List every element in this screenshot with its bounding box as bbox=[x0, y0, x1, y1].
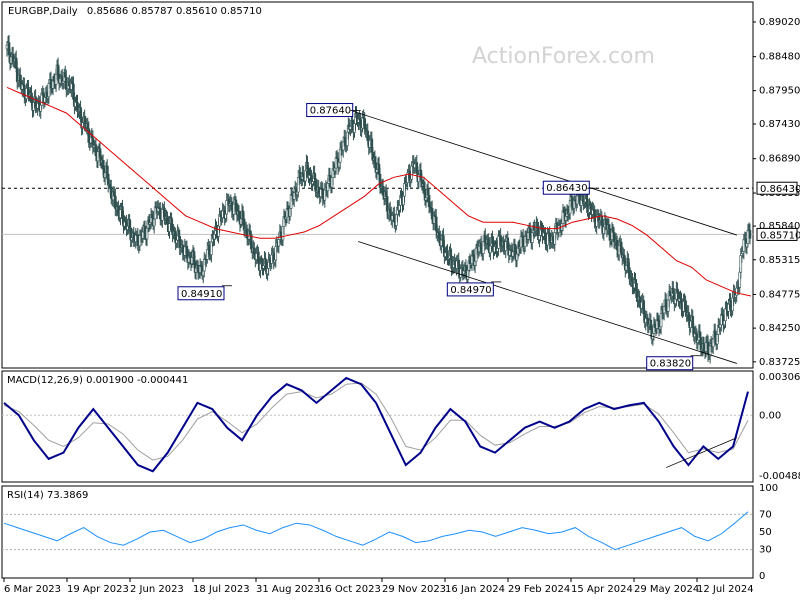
moving-average-line bbox=[6, 86, 752, 297]
resistance-tag-box bbox=[756, 181, 798, 195]
annotation-label: 0.84970 bbox=[450, 285, 491, 296]
annotation-label: 0.83820 bbox=[650, 359, 691, 370]
date-tick-label: 29 Feb 2024 bbox=[508, 584, 570, 595]
channel-upper-line bbox=[350, 110, 737, 236]
macd-group: 0.003066 0.00 -0.004888 bbox=[2, 372, 800, 482]
date-tick-label: 12 Jul 2024 bbox=[697, 584, 754, 595]
macd-title: MACD(12,26,9) 0.001900 -0.000441 bbox=[7, 375, 188, 386]
current-price-tag: 0.85710 bbox=[760, 230, 800, 241]
chart-title: EURGBP,Daily 0.85686 0.85787 0.85610 0.8… bbox=[8, 6, 262, 17]
date-tick-label: 18 Jul 2023 bbox=[193, 584, 250, 595]
price-tick-label: 0.85315 bbox=[759, 255, 800, 266]
date-tick-label: 16 Oct 2023 bbox=[319, 584, 381, 595]
moving-average-group bbox=[6, 86, 752, 297]
date-axis: 6 Mar 2023 19 Apr 2023 2 Jun 2023 18 Jul 20… bbox=[3, 578, 754, 595]
rsi-tick-label: 30 bbox=[759, 545, 772, 556]
annotation-box bbox=[646, 356, 694, 371]
date-tick-label: 6 Mar 2023 bbox=[4, 584, 61, 595]
price-tick-label: 0.87950 bbox=[759, 86, 800, 97]
macd-tick-label: 0.003066 bbox=[759, 372, 800, 383]
price-axis: 0.890200.884800.879500.874300.868900.863… bbox=[753, 17, 800, 368]
price-tick-label: 0.87430 bbox=[759, 119, 800, 130]
date-tick-label: 15 Apr 2024 bbox=[571, 584, 633, 595]
macd-panel-frame bbox=[1, 370, 754, 483]
rsi-group: 100 70 50 30 0 bbox=[2, 483, 778, 582]
date-tick-label: 31 Aug 2023 bbox=[256, 584, 320, 595]
annotation-box bbox=[306, 103, 354, 118]
price-tick-label: 0.84250 bbox=[759, 323, 800, 334]
rsi-tick-label: 50 bbox=[759, 527, 772, 538]
annotation-label: 0.84910 bbox=[181, 289, 222, 300]
price-tick-label: 0.86890 bbox=[759, 154, 800, 165]
macd-tick-label: 0.00 bbox=[759, 410, 781, 421]
price-tick-label: 0.89020 bbox=[759, 17, 800, 28]
price-tick-label: 0.85840 bbox=[759, 221, 800, 232]
annotation-box bbox=[177, 286, 225, 301]
candle-body bbox=[748, 229, 752, 239]
watermark-text: ActionForex.com bbox=[472, 44, 655, 69]
annotation-label: 0.86430 bbox=[546, 183, 587, 194]
date-tick-label: 16 Jan 2024 bbox=[445, 584, 505, 595]
current-price-tag-box bbox=[756, 227, 798, 241]
annotation-label: 0.87640 bbox=[310, 106, 351, 117]
rsi-tick-label: 0 bbox=[759, 571, 765, 582]
symbol-label: EURGBP,Daily bbox=[8, 6, 78, 17]
ohlc-values: 0.85686 0.85787 0.85610 0.85710 bbox=[87, 6, 262, 17]
macd-tick-label: -0.004888 bbox=[759, 471, 800, 482]
rsi-title: RSI(14) 73.3869 bbox=[7, 490, 88, 501]
rsi-tick-label: 70 bbox=[759, 509, 772, 520]
rsi-panel-frame bbox=[1, 485, 754, 579]
date-tick-label: 19 Apr 2023 bbox=[67, 584, 129, 595]
price-tick-label: 0.83725 bbox=[759, 357, 800, 368]
macd-divergence-line bbox=[666, 437, 737, 468]
annotation-box bbox=[446, 282, 494, 297]
date-tick-label: 29 May 2024 bbox=[634, 584, 699, 595]
date-tick-label: 29 Nov 2023 bbox=[382, 584, 446, 595]
resistance-tag: 0.86430 bbox=[760, 184, 800, 195]
annotation-box bbox=[542, 180, 590, 195]
price-tick-label: 0.84775 bbox=[759, 289, 800, 300]
rsi-tick-label: 100 bbox=[759, 483, 778, 494]
rsi-line bbox=[3, 511, 749, 551]
price-annotations: 0.87640 0.84910 0.84970 0.86430 0.83820 bbox=[177, 103, 701, 371]
channel-lower-line bbox=[358, 241, 737, 364]
macd-line bbox=[3, 376, 749, 473]
date-tick-label: 2 Jun 2023 bbox=[130, 584, 184, 595]
channel-lines bbox=[350, 110, 737, 364]
price-tick-label: 0.88480 bbox=[759, 52, 800, 63]
